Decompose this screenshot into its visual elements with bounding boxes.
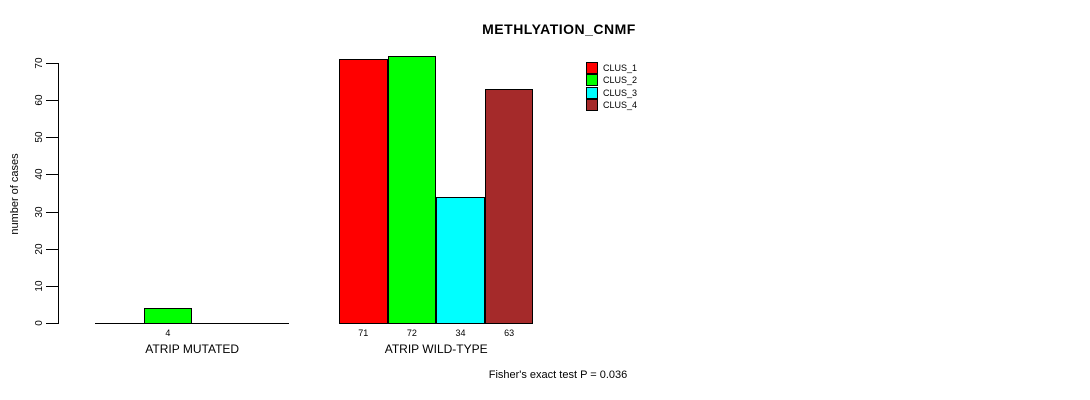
group-label: ATRIP WILD-TYPE	[384, 342, 488, 356]
bar	[339, 59, 388, 324]
y-tick	[46, 211, 58, 213]
y-tick	[46, 100, 58, 102]
annotation-footer: Fisher's exact test P = 0.036	[488, 369, 628, 381]
y-tick-label: 30	[34, 206, 45, 218]
y-tick	[46, 63, 58, 64]
legend-item: CLUS_1	[586, 62, 638, 75]
legend-swatch-icon	[586, 99, 598, 112]
x-axis-baseline	[95, 323, 290, 324]
legend-swatch-icon	[586, 74, 598, 87]
bar	[387, 55, 437, 324]
y-tick	[46, 323, 58, 324]
legend: CLUS_1 CLUS_2 CLUS_3 CLUS_4	[586, 62, 638, 112]
y-tick-label: 20	[34, 243, 45, 255]
y-tick-label: 10	[34, 280, 45, 292]
bar-value-label: 71	[358, 328, 369, 338]
bar	[436, 196, 485, 324]
legend-swatch-icon	[586, 62, 598, 75]
legend-item: CLUS_4	[586, 99, 638, 112]
y-tick	[46, 285, 58, 287]
legend-swatch-icon	[586, 86, 598, 99]
y-tick-label: 50	[34, 131, 45, 143]
legend-label: CLUS_3	[603, 87, 638, 98]
y-tick-label: 40	[34, 168, 45, 180]
legend-label: CLUS_4	[603, 100, 638, 111]
y-tick	[46, 137, 58, 139]
legend-label: CLUS_2	[603, 75, 638, 86]
legend-item: CLUS_2	[586, 74, 638, 87]
legend-item: CLUS_3	[586, 86, 638, 99]
chart-title: METHLYATION_CNMF	[482, 21, 636, 37]
bar-value-label: 4	[165, 328, 171, 338]
y-axis-title: number of cases	[9, 153, 21, 235]
legend-label: CLUS_1	[603, 63, 638, 74]
y-tick	[46, 248, 58, 250]
bar-value-label: 72	[406, 328, 417, 338]
y-tick-label: 70	[34, 57, 45, 69]
bar	[143, 308, 193, 324]
y-axis-line	[58, 63, 59, 324]
bar-value-label: 63	[504, 328, 515, 338]
y-tick-label: 60	[34, 94, 45, 106]
y-tick-label: 0	[34, 320, 45, 326]
bar	[484, 89, 534, 324]
y-tick	[46, 174, 58, 176]
bar-value-label: 34	[455, 328, 466, 338]
group-label: ATRIP MUTATED	[145, 342, 240, 356]
